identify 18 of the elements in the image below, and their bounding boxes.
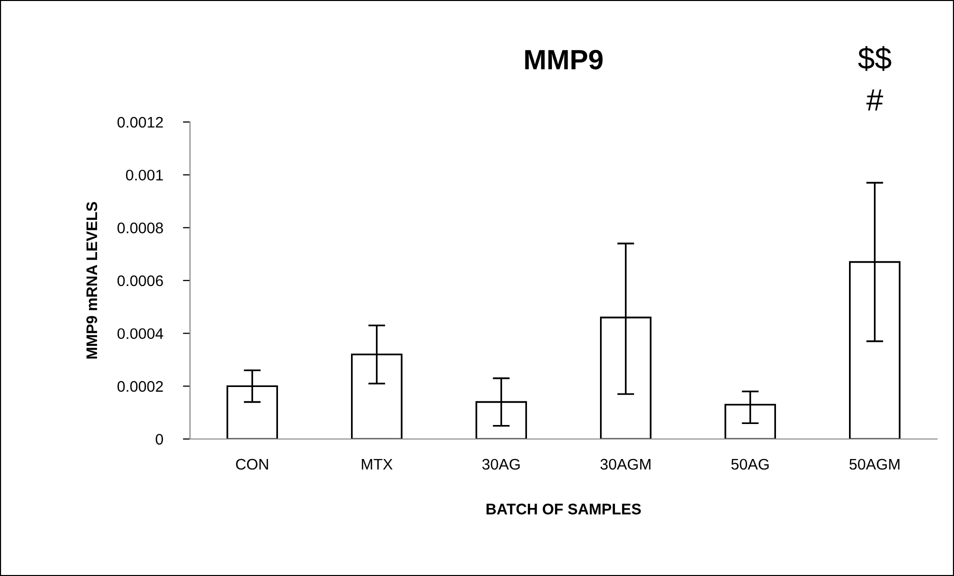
x-axis-title: BATCH OF SAMPLES bbox=[486, 504, 641, 514]
x-tick-label: MTX bbox=[362, 459, 393, 470]
x-tick-label: 50AGM bbox=[849, 458, 900, 470]
y-tick-label: 0.0008 bbox=[117, 222, 163, 234]
y-tick-label: 0.0012 bbox=[117, 116, 163, 128]
y-tick-label: 0.001 bbox=[126, 170, 163, 181]
x-tick-label: 30AG bbox=[482, 458, 520, 470]
y-tick-label: 0 bbox=[156, 434, 164, 445]
y-tick-label: 0.0004 bbox=[117, 328, 164, 340]
chart-title: MMP9 bbox=[525, 50, 603, 70]
x-tick-label: 30AGM bbox=[600, 458, 650, 470]
text: $$ bbox=[858, 46, 892, 71]
x-tick-label: CON bbox=[236, 458, 268, 470]
text: # bbox=[866, 90, 884, 110]
y-axis-title: MMP9 mRNA LEVELS bbox=[86, 202, 98, 359]
y-tick-label: 0.0002 bbox=[117, 381, 163, 392]
y-tick-label: 0.0006 bbox=[117, 275, 163, 286]
x-tick-label: 50AG bbox=[731, 458, 769, 470]
